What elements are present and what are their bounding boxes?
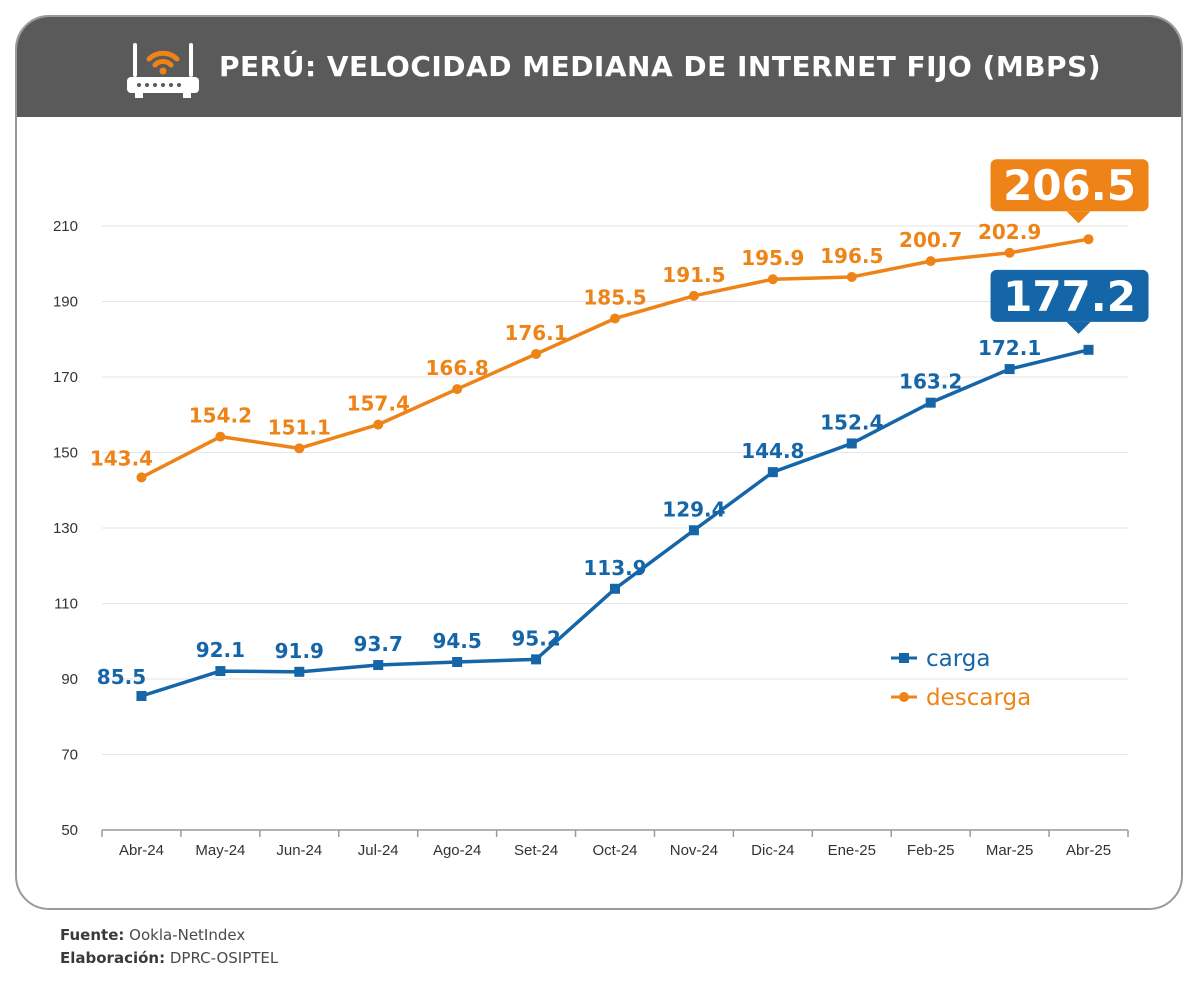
data-point-carga [136, 690, 147, 701]
y-tick-label: 190 [53, 294, 78, 311]
callout-pointer-descarga [1066, 211, 1091, 224]
data-point-descarga [531, 348, 542, 359]
data-label-carga: 94.5 [432, 629, 481, 653]
x-tick-label: Ene-25 [828, 842, 876, 859]
x-tick-label: Ago-24 [433, 842, 481, 859]
credit-label: Elaboración: [60, 949, 166, 967]
data-point-descarga [1004, 247, 1015, 258]
data-label-carga: 144.8 [741, 439, 804, 463]
data-point-carga [531, 654, 542, 665]
source-note: Fuente: Ookla-NetIndex [60, 926, 245, 944]
x-tick-label: Abr-25 [1066, 842, 1111, 859]
data-point-carga [688, 525, 699, 536]
wifi-router-icon [127, 43, 199, 98]
data-label-carga: 85.5 [97, 665, 146, 689]
data-point-carga [610, 583, 620, 594]
data-label-carga: 95.2 [511, 626, 560, 650]
data-label-descarga: 154.2 [189, 404, 252, 428]
y-tick-label: 170 [53, 369, 78, 386]
chart-title: PERÚ: VELOCIDAD MEDIANA DE INTERNET FIJO… [219, 50, 1102, 83]
x-tick-label: Oct-24 [592, 842, 637, 859]
data-point-carga [373, 660, 384, 671]
y-tick-label: 210 [53, 218, 78, 235]
credit-value: DPRC-OSIPTEL [169, 949, 279, 967]
data-point-descarga [452, 384, 463, 395]
data-point-descarga [846, 271, 857, 282]
data-point-descarga [373, 419, 384, 430]
data-point-descarga [925, 256, 936, 267]
data-label-carga: 129.4 [662, 497, 725, 521]
x-tick-label: Jul-24 [358, 842, 399, 859]
source-label: Fuente: [60, 926, 125, 944]
y-tick-label: 70 [61, 747, 78, 764]
y-tick-label: 150 [53, 445, 78, 462]
y-tick-label: 130 [53, 520, 78, 537]
data-label-carga: 113.9 [583, 556, 646, 580]
data-label-carga: 91.9 [275, 639, 324, 663]
data-label-descarga: 166.8 [426, 356, 489, 380]
data-point-descarga [767, 274, 778, 285]
data-label-descarga: 143.4 [90, 446, 153, 470]
x-tick-label: Mar-25 [986, 842, 1034, 859]
chart-card: PERÚ: VELOCIDAD MEDIANA DE INTERNET FIJO… [15, 15, 1183, 910]
data-point-carga [294, 666, 305, 677]
data-label-descarga: 151.1 [268, 415, 331, 439]
x-tick-label: Jun-24 [276, 842, 322, 859]
data-point-descarga [294, 443, 305, 454]
source-value: Ookla-NetIndex [129, 926, 246, 944]
data-point-carga [846, 438, 857, 449]
callout-pointer-carga [1066, 321, 1091, 334]
data-label-descarga: 185.5 [583, 285, 646, 309]
legend-marker-descarga [899, 692, 909, 702]
data-point-carga [1083, 344, 1094, 355]
data-label-carga: 163.2 [899, 370, 962, 394]
data-point-descarga [1083, 234, 1094, 245]
data-label-carga: 152.4 [820, 410, 883, 434]
x-tick-label: Feb-25 [907, 842, 955, 859]
callout-value-carga: 177.2 [1003, 272, 1136, 321]
data-label-descarga: 176.1 [504, 321, 567, 345]
series-line-descarga [140, 237, 1089, 479]
data-point-carga [767, 467, 778, 478]
callout-box-descarga [990, 159, 1149, 212]
data-label-carga: 92.1 [196, 638, 245, 662]
header-bar: PERÚ: VELOCIDAD MEDIANA DE INTERNET FIJO… [17, 17, 1181, 117]
x-tick-label: Dic-24 [751, 842, 794, 859]
x-tick-label: May-24 [195, 842, 245, 859]
data-point-descarga [136, 472, 147, 483]
data-point-carga [925, 397, 936, 408]
y-tick-label: 90 [61, 671, 78, 688]
data-label-descarga: 202.9 [978, 220, 1041, 244]
data-label-descarga: 157.4 [347, 392, 410, 416]
legend-label-descarga: descarga [926, 685, 1031, 711]
data-point-descarga [215, 431, 226, 442]
y-tick-label: 110 [54, 596, 78, 613]
data-point-descarga [610, 313, 620, 324]
x-tick-label: Set-24 [514, 842, 558, 859]
data-label-descarga: 200.7 [899, 228, 962, 252]
data-point-carga [1004, 364, 1015, 375]
y-tick-label: 50 [61, 822, 78, 839]
x-tick-label: Abr-24 [119, 842, 164, 859]
data-label-carga: 93.7 [354, 632, 403, 656]
data-label-descarga: 191.5 [662, 263, 725, 287]
data-point-carga [452, 657, 463, 668]
data-point-descarga [688, 290, 699, 301]
credit-note: Elaboración: DPRC-OSIPTEL [60, 949, 278, 967]
legend-label-carga: carga [926, 646, 991, 672]
callout-box-carga [990, 269, 1149, 322]
data-label-carga: 172.1 [978, 336, 1041, 360]
data-label-descarga: 196.5 [820, 244, 883, 268]
data-label-descarga: 195.9 [741, 246, 804, 270]
callout-value-descarga: 206.5 [1003, 161, 1136, 210]
legend-marker-carga [899, 653, 909, 663]
x-tick-label: Nov-24 [670, 842, 718, 859]
data-point-carga [215, 666, 226, 677]
